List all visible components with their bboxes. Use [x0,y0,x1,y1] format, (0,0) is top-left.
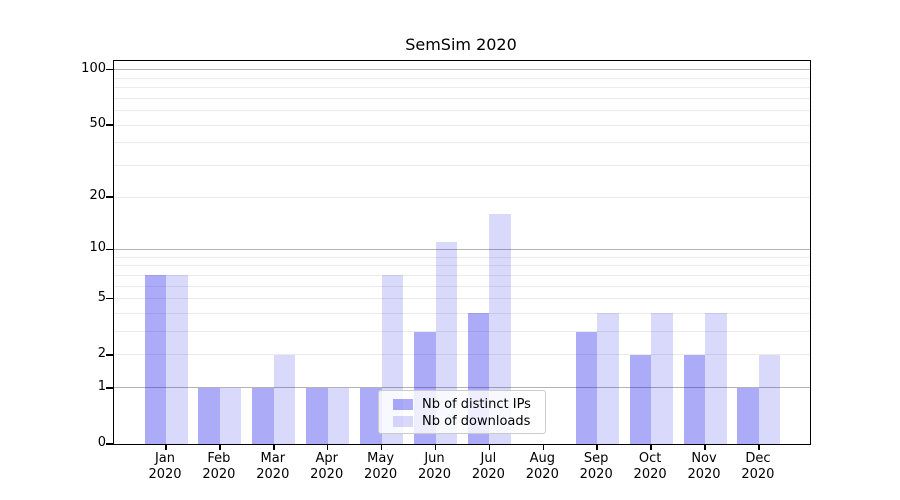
minor-gridline [114,354,810,356]
minor-gridline [114,164,810,166]
minor-gridline [114,274,810,276]
plot-area [106,60,811,450]
minor-gridline [114,142,810,144]
x-tick-label: Jul 2020 [471,451,505,482]
x-tick-label: Dec 2020 [741,451,775,482]
bar-downloads [597,313,619,444]
bar-downloads [489,214,511,444]
legend-swatch-distinct-ips [393,399,413,410]
y-tick [106,124,113,126]
legend-label-distinct-ips: Nb of distinct IPs [422,397,531,412]
bar-distinct-ips [306,387,328,444]
x-tick-label: Sep 2020 [579,451,613,482]
minor-gridline [114,331,810,333]
major-gridline [114,387,810,389]
x-tick [165,444,167,450]
y-tick [106,68,113,71]
bar-distinct-ips [575,331,598,444]
y-tick-label: 20 [89,188,106,203]
x-tick-label: Apr 2020 [310,451,344,482]
y-tick [106,443,113,445]
bar-downloads [166,275,188,444]
y-tick [106,387,113,389]
minor-gridline [114,312,810,314]
bar-distinct-ips [683,354,705,444]
y-tick-label: 5 [97,289,106,305]
minor-gridline [114,298,810,300]
legend: Nb of distinct IPs Nb of downloads [378,390,546,434]
y-tick-label: 0 [97,435,106,450]
x-tick [219,444,221,450]
y-tick [106,297,113,300]
y-tick-label: 1 [97,378,106,394]
bar-distinct-ips [198,387,220,444]
bar-distinct-ips [629,354,652,444]
major-gridline [114,69,810,71]
bar-downloads [651,313,673,444]
x-tick [434,444,437,450]
x-tick-label: Oct 2020 [633,451,667,482]
x-tick-label: Jun 2020 [417,451,452,482]
legend-label-downloads: Nb of downloads [422,414,531,429]
minor-gridline [114,265,810,267]
bar-downloads [705,313,727,444]
bar-distinct-ips [252,387,274,444]
legend-swatch-downloads [393,416,413,427]
y-tick-label: 50 [89,116,106,132]
x-tick-label: Feb 2020 [202,451,236,482]
bar-downloads [273,354,296,444]
chart-title: SemSim 2020 [405,35,517,54]
minor-gridline [114,87,810,88]
y-tick-label: 2 [97,345,106,361]
x-tick [542,444,545,450]
bar-distinct-ips [737,387,759,444]
y-tick [106,354,113,356]
bar-downloads [758,354,781,444]
x-tick-label: Nov 2020 [687,451,721,482]
bar-distinct-ips [144,275,166,444]
x-tick [273,444,275,450]
legend-row: Nb of distinct IPs [393,396,545,413]
x-tick-label: Mar 2020 [256,451,290,482]
minor-gridline [114,196,810,198]
x-tick [704,444,706,450]
bar-downloads [219,387,242,444]
y-tick [106,248,113,251]
x-tick-label: Jan 2020 [148,451,182,482]
legend-row: Nb of downloads [393,413,545,430]
minor-gridline [114,256,810,258]
x-tick [326,444,329,450]
x-tick [380,444,383,450]
minor-gridline [114,77,810,79]
x-tick [650,444,652,450]
major-gridline [114,248,810,250]
bar-distinct-ips [360,387,382,444]
y-tick-label: 10 [89,240,106,256]
minor-gridline [114,124,810,126]
x-tick-label: Aug 2020 [525,451,559,482]
x-tick [758,444,760,450]
x-tick-label: May 2020 [364,451,398,482]
x-tick [488,444,491,450]
minor-gridline [114,97,810,99]
bar-downloads [327,387,350,444]
y-tick [106,196,113,198]
x-tick [596,444,598,450]
y-tick-label: 100 [81,60,106,76]
minor-gridline [114,285,810,287]
minor-gridline [114,110,810,111]
